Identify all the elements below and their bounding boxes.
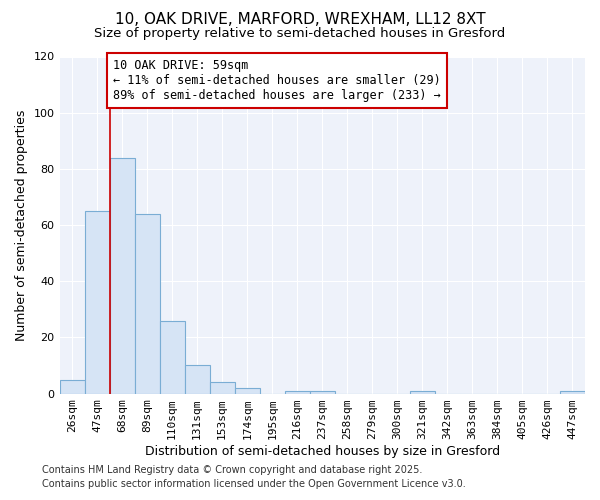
Bar: [235, 388, 260, 394]
Bar: [560, 391, 585, 394]
Bar: [59, 380, 85, 394]
Bar: [310, 391, 335, 394]
Y-axis label: Number of semi-detached properties: Number of semi-detached properties: [15, 110, 28, 340]
Text: Size of property relative to semi-detached houses in Gresford: Size of property relative to semi-detach…: [94, 28, 506, 40]
Bar: [85, 211, 110, 394]
Bar: [285, 391, 310, 394]
Bar: [185, 366, 209, 394]
Text: 10 OAK DRIVE: 59sqm
← 11% of semi-detached houses are smaller (29)
89% of semi-d: 10 OAK DRIVE: 59sqm ← 11% of semi-detach…: [113, 60, 441, 102]
Bar: [160, 320, 185, 394]
Bar: [410, 391, 435, 394]
Text: Contains HM Land Registry data © Crown copyright and database right 2025.
Contai: Contains HM Land Registry data © Crown c…: [42, 465, 466, 489]
Bar: [134, 214, 160, 394]
Text: 10, OAK DRIVE, MARFORD, WREXHAM, LL12 8XT: 10, OAK DRIVE, MARFORD, WREXHAM, LL12 8X…: [115, 12, 485, 28]
Bar: [209, 382, 235, 394]
X-axis label: Distribution of semi-detached houses by size in Gresford: Distribution of semi-detached houses by …: [145, 444, 500, 458]
Bar: [110, 158, 134, 394]
